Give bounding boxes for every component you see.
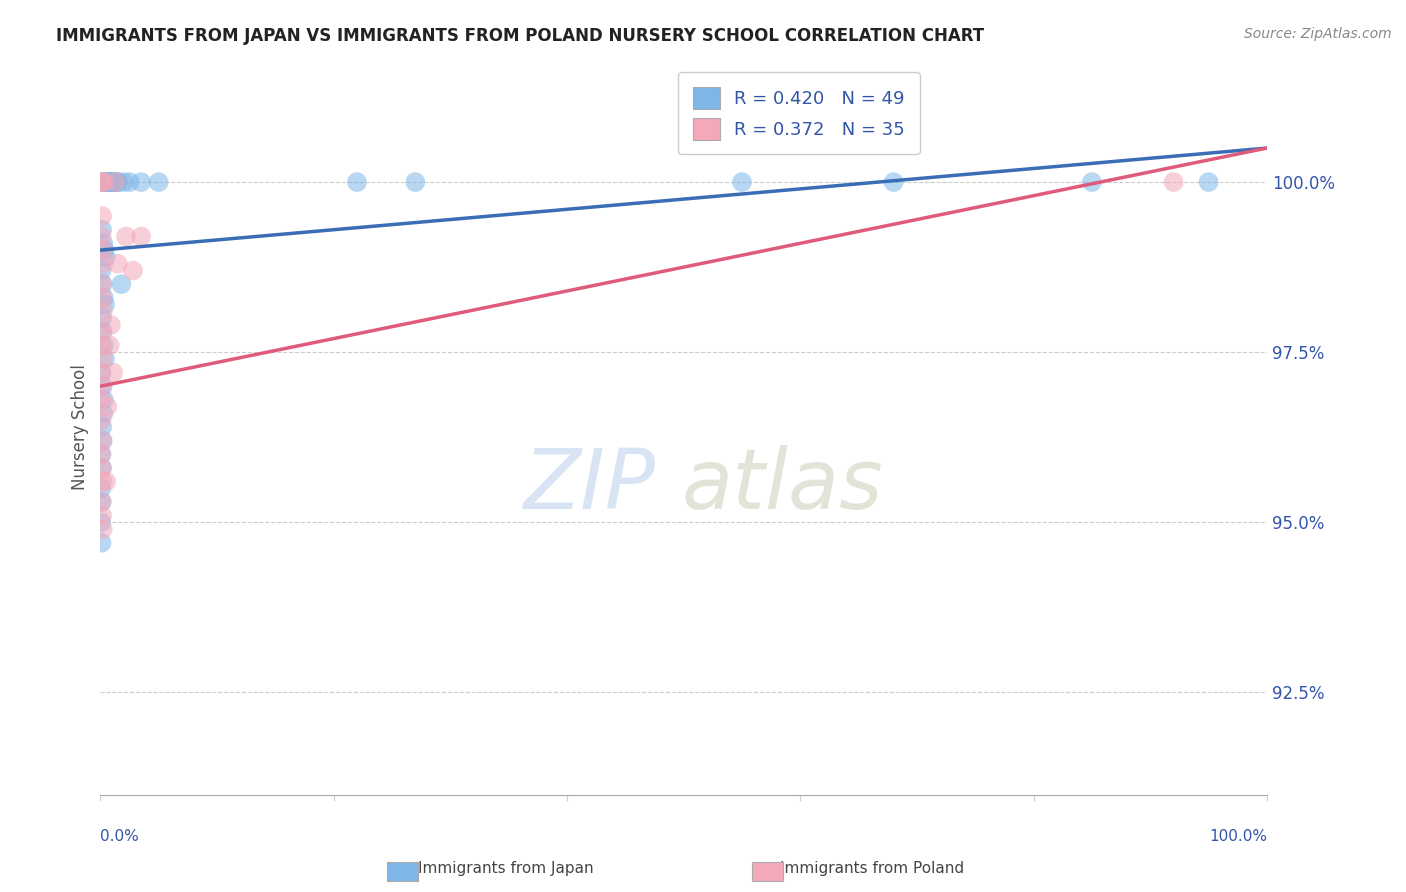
Point bbox=[90, 366, 112, 380]
Point bbox=[91, 325, 114, 339]
Point bbox=[91, 475, 114, 489]
Point bbox=[101, 175, 124, 189]
Point bbox=[110, 277, 132, 292]
Point bbox=[90, 461, 112, 475]
Point bbox=[93, 392, 115, 407]
Point bbox=[118, 175, 141, 189]
Point bbox=[90, 495, 112, 509]
Point bbox=[103, 175, 125, 189]
Point bbox=[90, 495, 112, 509]
Point bbox=[90, 277, 112, 292]
Point bbox=[96, 175, 118, 189]
Point bbox=[91, 243, 114, 257]
Point bbox=[731, 175, 754, 189]
Point bbox=[90, 516, 112, 530]
Point bbox=[91, 379, 114, 393]
Point bbox=[94, 351, 117, 366]
Point bbox=[91, 223, 114, 237]
Point bbox=[91, 351, 114, 366]
Point bbox=[90, 325, 112, 339]
Point bbox=[90, 229, 112, 244]
Point bbox=[90, 447, 112, 461]
Point bbox=[91, 291, 114, 305]
Point bbox=[103, 175, 125, 189]
Text: IMMIGRANTS FROM JAPAN VS IMMIGRANTS FROM POLAND NURSERY SCHOOL CORRELATION CHART: IMMIGRANTS FROM JAPAN VS IMMIGRANTS FROM… bbox=[56, 27, 984, 45]
Point bbox=[100, 318, 122, 332]
Point bbox=[91, 277, 114, 292]
Point bbox=[96, 175, 118, 189]
Text: Immigrants from Japan: Immigrants from Japan bbox=[419, 861, 593, 876]
Point bbox=[91, 407, 114, 421]
Point bbox=[105, 175, 128, 189]
Point bbox=[90, 366, 112, 380]
Point bbox=[93, 291, 115, 305]
Point bbox=[94, 250, 117, 264]
Point bbox=[94, 297, 117, 311]
Point bbox=[1163, 175, 1185, 189]
Point bbox=[404, 175, 426, 189]
Point bbox=[115, 229, 138, 244]
Point bbox=[91, 338, 114, 352]
Point bbox=[91, 508, 114, 523]
Text: 100.0%: 100.0% bbox=[1209, 829, 1267, 844]
Point bbox=[107, 175, 129, 189]
Point bbox=[91, 420, 114, 434]
Point bbox=[90, 447, 112, 461]
Point bbox=[122, 263, 145, 277]
Point bbox=[94, 175, 117, 189]
Point bbox=[91, 175, 114, 189]
Point bbox=[93, 175, 115, 189]
Point bbox=[112, 175, 135, 189]
Point bbox=[90, 379, 112, 393]
Point bbox=[91, 257, 114, 271]
Y-axis label: Nursery School: Nursery School bbox=[72, 364, 89, 490]
Point bbox=[98, 175, 121, 189]
Point bbox=[91, 461, 114, 475]
Point bbox=[91, 434, 114, 448]
Point bbox=[93, 175, 115, 189]
Point bbox=[129, 229, 152, 244]
Text: ZIP: ZIP bbox=[524, 445, 657, 526]
Point bbox=[883, 175, 905, 189]
Point bbox=[91, 522, 114, 536]
Text: Immigrants from Poland: Immigrants from Poland bbox=[780, 861, 963, 876]
Text: 0.0%: 0.0% bbox=[100, 829, 139, 844]
Point bbox=[90, 263, 112, 277]
Point bbox=[107, 257, 129, 271]
Point bbox=[90, 481, 112, 495]
Point bbox=[91, 236, 114, 251]
Point bbox=[1198, 175, 1220, 189]
Point bbox=[1081, 175, 1104, 189]
Point bbox=[93, 243, 115, 257]
Point bbox=[90, 413, 112, 427]
Text: atlas: atlas bbox=[682, 445, 883, 526]
Point bbox=[103, 366, 125, 380]
Point bbox=[90, 175, 112, 189]
Text: Source: ZipAtlas.com: Source: ZipAtlas.com bbox=[1244, 27, 1392, 41]
Point bbox=[93, 338, 115, 352]
Point bbox=[91, 311, 114, 326]
Point bbox=[91, 209, 114, 223]
Point bbox=[91, 304, 114, 318]
Point bbox=[148, 175, 170, 189]
Point bbox=[104, 175, 127, 189]
Point bbox=[90, 392, 112, 407]
Point bbox=[96, 475, 118, 489]
Point bbox=[96, 400, 118, 414]
Point bbox=[129, 175, 152, 189]
Point bbox=[100, 175, 122, 189]
Point bbox=[91, 175, 114, 189]
Point bbox=[97, 175, 120, 189]
Legend: R = 0.420   N = 49, R = 0.372   N = 35: R = 0.420 N = 49, R = 0.372 N = 35 bbox=[679, 72, 920, 154]
Point bbox=[98, 338, 121, 352]
Point bbox=[104, 175, 127, 189]
Point bbox=[346, 175, 368, 189]
Point bbox=[90, 535, 112, 549]
Point bbox=[91, 434, 114, 448]
